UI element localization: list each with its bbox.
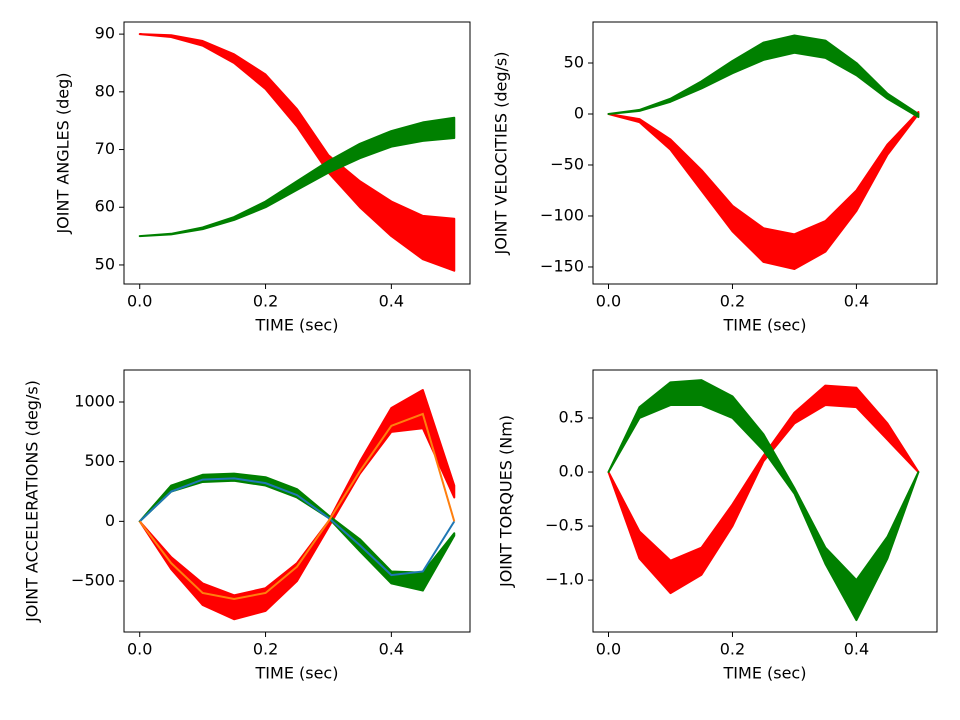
axes-frame (123, 21, 471, 285)
y-tick-label: −100 (540, 205, 584, 224)
x-tick-label: 0.2 (720, 640, 745, 659)
x-tick-label: 0.0 (127, 292, 152, 311)
nominal-line (139, 477, 456, 577)
y-tick-label: 50 (564, 52, 584, 71)
y-tick-label: 500 (84, 451, 115, 470)
y-tick-label: 90 (95, 24, 115, 43)
y-tick-label: 0.0 (559, 462, 584, 481)
y-tick-label: 70 (95, 139, 115, 158)
y-axis-label: JOINT ACCELERATIONS (deg/s) (23, 380, 42, 623)
y-tick-label: −500 (71, 571, 115, 590)
y-tick-label: 60 (95, 197, 115, 216)
x-tick-label: 0.0 (127, 640, 152, 659)
y-tick-label: 1000 (74, 391, 115, 410)
x-axis-label: TIME (sec) (723, 316, 807, 335)
trajectory-band (138, 33, 456, 272)
x-axis-label: TIME (sec) (723, 664, 807, 683)
y-axis-label: JOINT TORQUES (Nm) (497, 415, 516, 588)
y-tick-label: 0 (574, 103, 584, 122)
x-tick-label: 0.4 (844, 292, 869, 311)
axes-frame (592, 21, 938, 285)
trajectory-band (138, 116, 456, 238)
trajectory-band (607, 110, 920, 271)
x-tick-label: 0.0 (596, 292, 621, 311)
y-tick-label: −1.0 (545, 570, 584, 589)
y-tick-label: 50 (95, 254, 115, 273)
x-axis-label: TIME (sec) (255, 316, 339, 335)
axes-frame (592, 369, 938, 633)
x-tick-label: 0.4 (379, 640, 404, 659)
y-tick-label: 0.5 (559, 407, 584, 426)
x-tick-label: 0.4 (844, 640, 869, 659)
y-axis-label: JOINT ANGLES (deg) (54, 72, 73, 234)
y-tick-label: 0 (105, 511, 115, 530)
trajectory-band (607, 34, 920, 119)
x-tick-label: 0.2 (253, 292, 278, 311)
x-tick-label: 0.4 (379, 292, 404, 311)
y-tick-label: −150 (540, 256, 584, 275)
x-tick-label: 0.2 (720, 292, 745, 311)
y-tick-label: −0.5 (545, 516, 584, 535)
nominal-line (138, 412, 456, 600)
x-axis-label: TIME (sec) (255, 664, 339, 683)
x-tick-label: 0.0 (596, 640, 621, 659)
y-tick-label: −50 (550, 154, 584, 173)
y-axis-label: JOINT VELOCITIES (deg/s) (492, 52, 511, 256)
trajectory-band (607, 379, 920, 622)
y-tick-label: 80 (95, 81, 115, 100)
x-tick-label: 0.2 (253, 640, 278, 659)
axes-frame (123, 369, 471, 633)
